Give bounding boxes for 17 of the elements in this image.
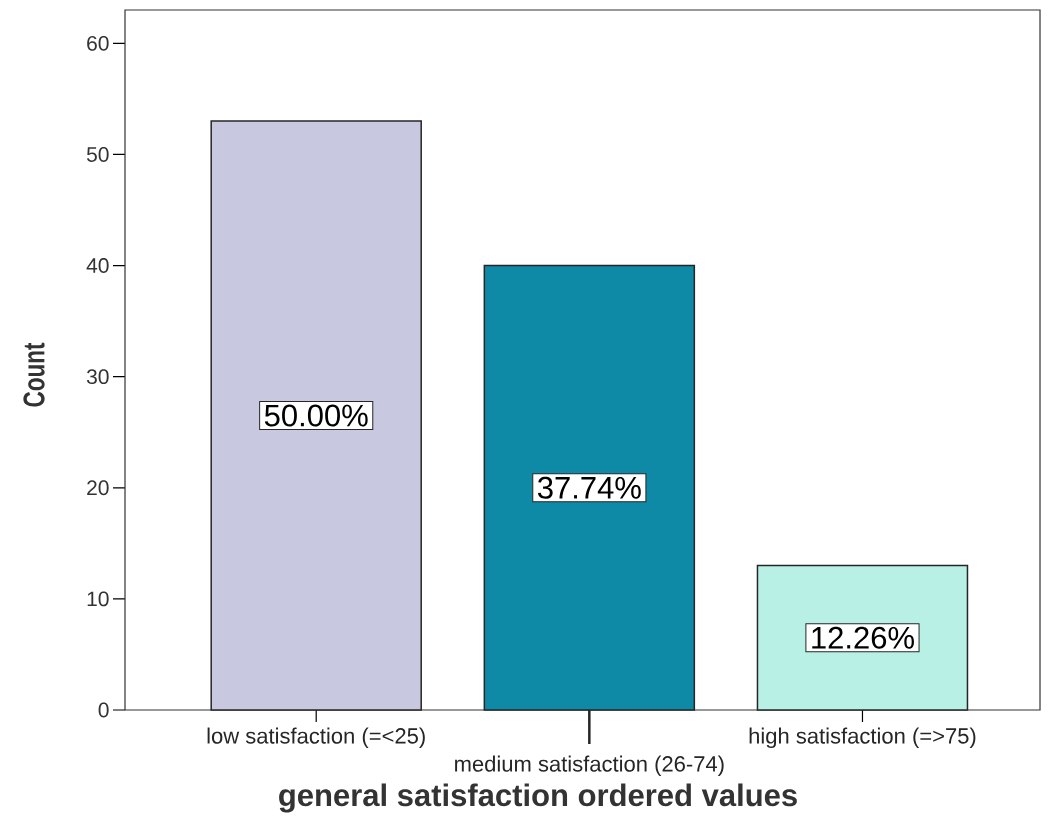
annotation: 12.26% <box>812 626 914 649</box>
y-tick-label: 30 <box>86 369 109 385</box>
y-tick-label: 40 <box>86 258 109 273</box>
x-tick-label: high satisfaction (=>75) <box>749 727 976 749</box>
y-tick-label: 60 <box>87 35 109 51</box>
y-tick-label: 20 <box>87 480 109 496</box>
y-tick-label: 50 <box>86 147 109 162</box>
y-tick-label: 0 <box>98 702 109 718</box>
y-tick-label: 10 <box>87 591 109 607</box>
y-axis-title: Count <box>23 342 45 407</box>
x-axis-title: general satisfaction ordered values <box>279 783 797 813</box>
annotation: 50.00% <box>264 404 368 427</box>
bar <box>210 120 422 711</box>
x-tick-label: medium satisfaction (26-74) <box>455 755 724 777</box>
bar <box>756 564 969 711</box>
annotation: 37.74% <box>537 476 641 499</box>
x-tick-label: low satisfaction (=<25) <box>207 727 425 749</box>
